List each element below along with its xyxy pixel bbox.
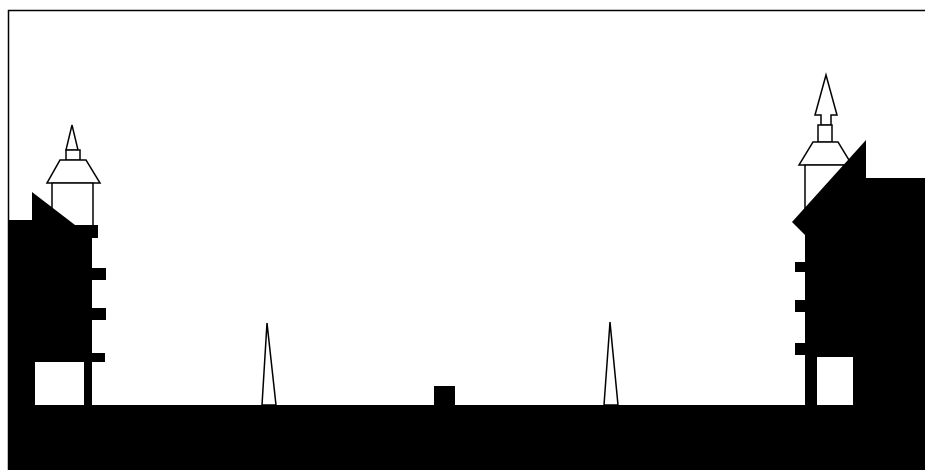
small-block bbox=[434, 386, 455, 406]
left-window bbox=[35, 362, 84, 405]
ground bbox=[8, 405, 925, 470]
right-window bbox=[817, 357, 853, 405]
right-building bbox=[792, 140, 925, 405]
left-tower-roof bbox=[45, 159, 102, 184]
left-building bbox=[8, 192, 106, 405]
right-tower-cap bbox=[817, 124, 833, 143]
left-tower-cap bbox=[65, 149, 81, 161]
